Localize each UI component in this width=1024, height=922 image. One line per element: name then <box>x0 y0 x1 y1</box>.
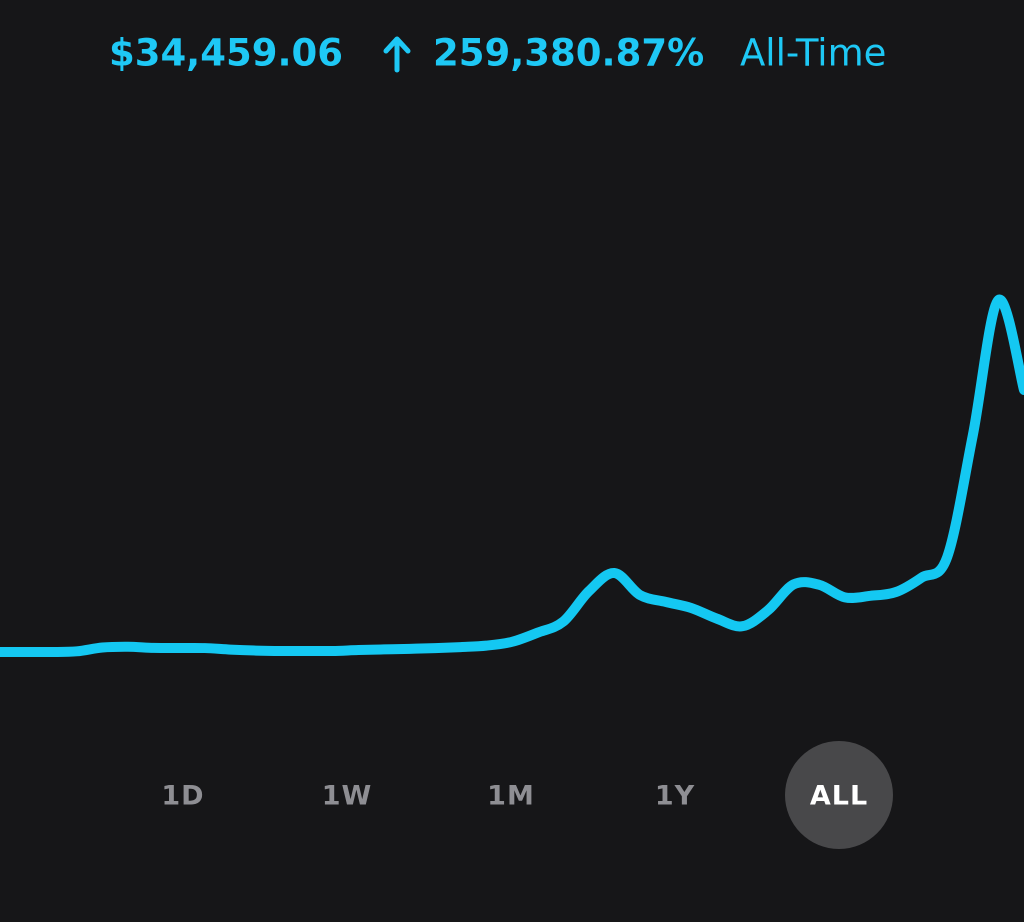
range-button-label: 1Y <box>655 781 695 812</box>
range-button[interactable]: 1W <box>322 781 373 812</box>
range-button[interactable]: ALL <box>785 741 893 849</box>
range-selector: 1D 1W 1M 1Y ALL <box>161 741 893 849</box>
range-button[interactable]: 1D <box>161 781 204 812</box>
range-button[interactable]: 1M <box>487 781 535 812</box>
range-button-label: 1W <box>322 781 373 812</box>
price-line <box>0 294 1024 658</box>
range-button-label: 1M <box>487 781 535 812</box>
range-button[interactable]: 1Y <box>655 781 695 812</box>
period-label: All-Time <box>740 32 886 75</box>
percent-change: 259,380.87% <box>433 32 704 75</box>
price-chart <box>0 294 1024 658</box>
selected-indicator <box>785 741 893 849</box>
up-arrow <box>383 36 411 73</box>
portfolio-value: $34,459.06 <box>109 32 343 75</box>
range-button-label: 1D <box>161 781 204 812</box>
range-button-label: ALL <box>810 781 868 812</box>
